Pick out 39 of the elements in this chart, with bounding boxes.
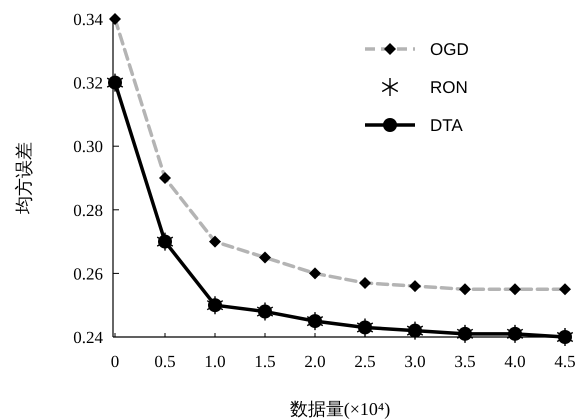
point <box>456 324 474 344</box>
point <box>406 320 424 340</box>
point <box>508 326 522 341</box>
point <box>108 76 122 90</box>
y-tick-label: 0.24 <box>73 328 104 347</box>
point <box>358 320 372 334</box>
x-tick-label: 0.5 <box>154 352 176 371</box>
point <box>258 304 272 319</box>
x-tick-label: 3.0 <box>404 352 426 371</box>
y-axis-title: 均方误差 <box>14 142 34 215</box>
legend-label: OGD <box>430 40 469 59</box>
point <box>458 326 472 341</box>
legend-label: DTA <box>430 116 464 135</box>
legend-label: RON <box>430 78 468 97</box>
point <box>158 234 172 249</box>
point <box>106 72 124 92</box>
y-tick-label: 0.34 <box>73 10 104 29</box>
x-tick-label: 4.0 <box>504 352 526 371</box>
x-tick-label: 3.5 <box>454 352 476 371</box>
x-tick-label: 1.5 <box>254 352 276 371</box>
point <box>308 314 322 328</box>
x-tick-label: 4.5 <box>554 352 576 371</box>
x-tick-label: 1.0 <box>204 352 226 371</box>
y-tick-label: 0.30 <box>73 137 103 156</box>
point <box>558 330 572 344</box>
point <box>556 327 574 347</box>
x-tick-label: 2.0 <box>304 352 326 371</box>
x-tick-label: 2.5 <box>354 352 376 371</box>
point <box>256 302 274 322</box>
x-tick-label: 0 <box>110 352 120 371</box>
point <box>356 318 374 338</box>
point <box>506 324 524 344</box>
y-tick-label: 0.26 <box>73 264 103 284</box>
y-tick-label: 0.32 <box>73 74 103 93</box>
y-tick-label: 0.28 <box>73 200 103 220</box>
point <box>156 232 174 252</box>
x-axis-title: 数据量(×10⁴) <box>290 399 390 419</box>
point <box>408 324 422 338</box>
point <box>306 311 324 331</box>
